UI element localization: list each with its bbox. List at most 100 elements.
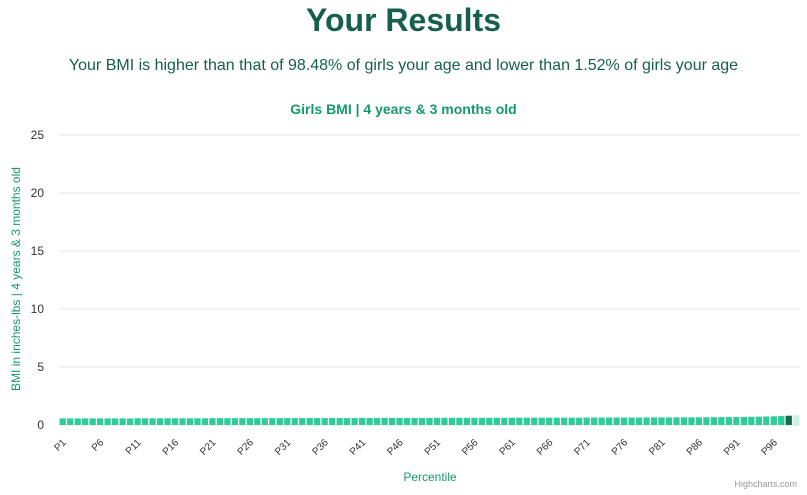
bar-p61[interactable] <box>508 417 515 425</box>
bar-p79[interactable] <box>643 417 650 425</box>
bar-p53[interactable] <box>448 417 456 425</box>
bar-p80[interactable] <box>650 417 658 425</box>
bar-p51[interactable] <box>433 417 441 425</box>
bar-p44[interactable] <box>381 417 388 425</box>
bar-p22[interactable] <box>216 418 224 425</box>
bar-p57[interactable] <box>478 417 486 425</box>
bar-p60[interactable] <box>501 417 508 425</box>
bar-p5[interactable] <box>89 418 96 425</box>
bar-p58[interactable] <box>486 417 493 425</box>
bar-p3[interactable] <box>74 418 81 425</box>
bar-p27[interactable] <box>254 418 261 425</box>
bar-p72[interactable] <box>591 417 598 425</box>
bar-p35[interactable] <box>314 418 321 425</box>
bar-p8[interactable] <box>111 418 119 425</box>
bar-p2[interactable] <box>67 418 74 425</box>
bar-p41[interactable] <box>358 417 366 425</box>
bar-p25[interactable] <box>239 418 246 425</box>
bar-p86[interactable] <box>695 417 703 425</box>
bar-p10[interactable] <box>126 418 134 425</box>
bar-p15[interactable] <box>164 418 171 425</box>
bar-p46[interactable] <box>396 417 403 425</box>
bar-p49[interactable] <box>418 417 426 425</box>
bar-p93[interactable] <box>748 416 755 425</box>
bar-p65[interactable] <box>538 417 545 425</box>
bar-p28[interactable] <box>261 418 268 425</box>
highcharts-credits[interactable]: Highcharts.com <box>734 479 797 489</box>
bar-p68[interactable] <box>561 417 568 425</box>
bar-p16[interactable] <box>171 418 179 425</box>
bar-p42[interactable] <box>366 417 373 425</box>
bar-p24[interactable] <box>231 418 239 425</box>
bar-p40[interactable] <box>351 418 358 425</box>
bar-p87[interactable] <box>703 417 710 425</box>
bar-p7[interactable] <box>104 418 111 425</box>
bar-p43[interactable] <box>373 417 381 425</box>
bar-p4[interactable] <box>82 418 89 425</box>
bar-p19[interactable] <box>194 418 201 425</box>
bar-p92[interactable] <box>740 416 747 425</box>
bar-p1[interactable] <box>59 418 66 425</box>
bar-p77[interactable] <box>628 417 635 425</box>
bar-p54[interactable] <box>456 417 463 425</box>
bar-p96[interactable] <box>770 416 777 425</box>
bar-p31[interactable] <box>284 418 291 425</box>
bar-p6[interactable] <box>97 418 104 425</box>
bar-p20[interactable] <box>201 418 209 425</box>
bar-p64[interactable] <box>531 417 538 425</box>
bar-p84[interactable] <box>680 417 688 425</box>
bar-p94[interactable] <box>755 416 762 425</box>
bar-p74[interactable] <box>605 417 613 425</box>
bar-p90[interactable] <box>725 417 733 425</box>
bar-p62[interactable] <box>516 417 523 425</box>
bar-p32[interactable] <box>291 418 298 425</box>
bar-p98[interactable] <box>785 415 792 425</box>
bar-p89[interactable] <box>718 417 725 425</box>
bar-p85[interactable] <box>688 417 695 425</box>
bar-p37[interactable] <box>329 418 336 425</box>
bar-p13[interactable] <box>149 418 156 425</box>
bar-p36[interactable] <box>321 418 328 425</box>
bar-p76[interactable] <box>620 417 628 425</box>
bar-p17[interactable] <box>179 418 186 425</box>
bar-p50[interactable] <box>426 417 433 425</box>
bar-p52[interactable] <box>441 417 448 425</box>
bar-p59[interactable] <box>493 417 500 425</box>
bar-p55[interactable] <box>463 417 471 425</box>
bar-p99[interactable] <box>793 415 800 425</box>
bar-p63[interactable] <box>523 417 530 425</box>
bar-p95[interactable] <box>763 416 770 425</box>
bar-p67[interactable] <box>553 417 560 425</box>
bar-p23[interactable] <box>224 418 231 425</box>
bar-p18[interactable] <box>186 418 194 425</box>
bar-p9[interactable] <box>119 418 126 425</box>
bar-p29[interactable] <box>269 418 276 425</box>
bar-p73[interactable] <box>598 417 605 425</box>
bar-p39[interactable] <box>344 418 351 425</box>
bar-p81[interactable] <box>658 417 665 425</box>
bar-p11[interactable] <box>134 418 141 425</box>
bar-p91[interactable] <box>733 417 740 425</box>
bar-p30[interactable] <box>276 418 283 425</box>
bar-p33[interactable] <box>299 418 306 425</box>
bar-p21[interactable] <box>209 418 216 425</box>
bar-p26[interactable] <box>246 418 253 425</box>
bar-p88[interactable] <box>710 417 718 425</box>
bar-p14[interactable] <box>156 418 164 425</box>
bar-p66[interactable] <box>546 417 553 425</box>
bar-p56[interactable] <box>471 417 478 425</box>
bar-p97[interactable] <box>778 416 785 425</box>
bar-p47[interactable] <box>403 417 411 425</box>
bar-p70[interactable] <box>576 417 583 425</box>
bar-p34[interactable] <box>306 418 313 425</box>
bar-p69[interactable] <box>568 417 575 425</box>
bar-p71[interactable] <box>583 417 590 425</box>
bar-p45[interactable] <box>388 417 396 425</box>
bar-p38[interactable] <box>336 418 343 425</box>
bar-p83[interactable] <box>673 417 680 425</box>
bar-p82[interactable] <box>665 417 673 425</box>
bar-p12[interactable] <box>141 418 149 425</box>
bar-p75[interactable] <box>613 417 620 425</box>
bar-p78[interactable] <box>635 417 643 425</box>
bar-p48[interactable] <box>411 417 418 425</box>
